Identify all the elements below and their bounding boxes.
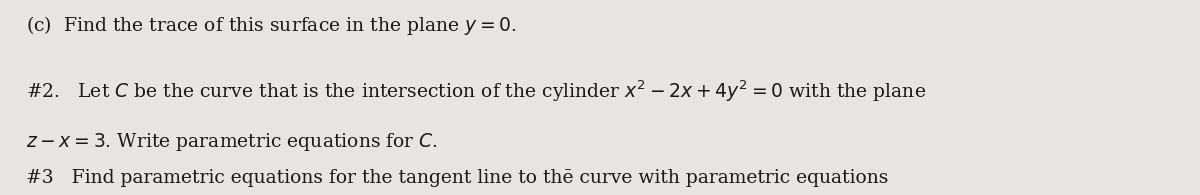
Text: (c)  Find the trace of this surface in the plane $y = 0$.: (c) Find the trace of this surface in th… [26,14,517,37]
Text: #3   Find parametric equations for the tangent line to thē curve with parametric: #3 Find parametric equations for the tan… [26,169,889,187]
Text: #2.   Let $C$ be the curve that is the intersection of the cylinder $x^2-2x+4y^2: #2. Let $C$ be the curve that is the int… [26,78,926,104]
Text: $z - x = 3$. Write parametric equations for $C$.: $z - x = 3$. Write parametric equations … [26,131,438,153]
